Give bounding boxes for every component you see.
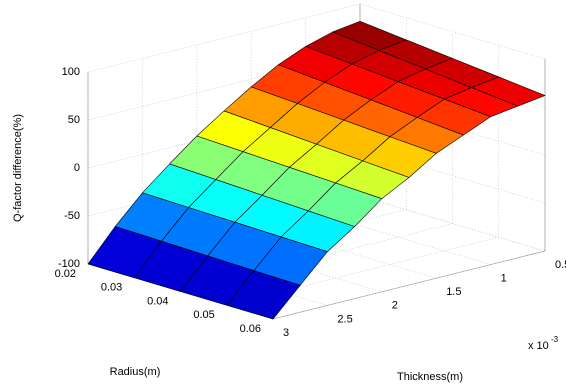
z-tick-label: -100 xyxy=(58,258,80,270)
y-tick-label: 2.5 xyxy=(337,313,352,325)
z-tick-label: 50 xyxy=(68,114,80,126)
y-tick-label: 3 xyxy=(283,327,289,339)
x-tick-label: 0.06 xyxy=(240,323,261,335)
y-tick-label: 2 xyxy=(392,300,398,312)
x-tick-label: 0.05 xyxy=(193,309,214,321)
z-tick-label: 0 xyxy=(74,162,80,174)
y-axis-label: Thickness(m) xyxy=(397,371,463,383)
z-axis-label: Q-factor difference(%) xyxy=(12,114,24,222)
y-tick-label: 0.5 xyxy=(555,259,566,271)
x-tick-label: 0.04 xyxy=(147,295,168,307)
y-multiplier: x 10 xyxy=(528,340,549,352)
grid-line xyxy=(251,222,437,279)
y-multiplier-exponent: -3 xyxy=(551,335,559,344)
x-tick-label: 0.03 xyxy=(101,282,122,294)
y-tick-label: 1 xyxy=(501,273,507,285)
grid-line xyxy=(359,3,546,60)
z-tick-label: -50 xyxy=(64,210,80,222)
y-tick-label: 1.5 xyxy=(446,286,461,298)
x-axis-label: Radius(m) xyxy=(110,366,161,378)
grid-line xyxy=(305,209,491,265)
x-tick-label: 0.02 xyxy=(55,268,76,280)
z-tick-label: 100 xyxy=(62,66,80,78)
surface-patch xyxy=(226,270,301,320)
axis-edge xyxy=(272,250,546,320)
